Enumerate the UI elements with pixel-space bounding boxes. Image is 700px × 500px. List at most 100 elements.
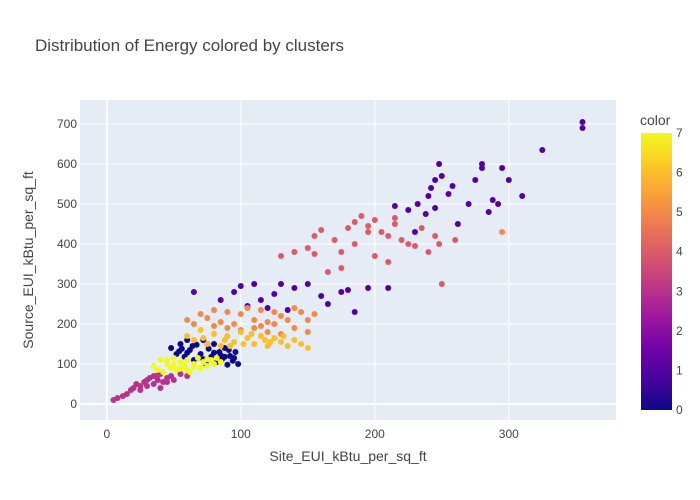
data-point bbox=[170, 377, 177, 383]
data-point bbox=[190, 289, 197, 295]
data-point bbox=[479, 161, 485, 167]
colorbar-tick-label: 4 bbox=[676, 245, 683, 259]
data-point bbox=[351, 309, 358, 315]
data-point bbox=[257, 297, 264, 303]
data-point bbox=[154, 367, 161, 373]
data-point bbox=[170, 355, 177, 361]
data-point bbox=[237, 283, 244, 289]
data-point bbox=[205, 345, 212, 352]
colorbar-tick-label: 6 bbox=[676, 166, 683, 180]
data-point bbox=[398, 237, 405, 243]
data-point bbox=[284, 343, 291, 349]
data-point bbox=[154, 377, 161, 383]
data-point bbox=[176, 348, 183, 355]
data-point bbox=[318, 227, 325, 233]
data-point bbox=[278, 281, 284, 287]
data-point bbox=[211, 307, 217, 313]
data-point bbox=[184, 333, 191, 339]
data-point bbox=[291, 305, 298, 311]
data-point bbox=[150, 381, 157, 387]
data-point bbox=[324, 269, 331, 275]
data-point bbox=[385, 285, 392, 291]
data-point bbox=[371, 217, 378, 223]
data-point bbox=[154, 372, 161, 379]
colorbar-tick-labels: 0 1 2 3 4 5 6 7 bbox=[676, 126, 683, 417]
data-point bbox=[428, 185, 435, 191]
data-point bbox=[278, 253, 284, 259]
data-point bbox=[211, 331, 217, 337]
data-point bbox=[197, 327, 204, 333]
data-point bbox=[160, 369, 167, 375]
data-point bbox=[137, 387, 144, 393]
data-point bbox=[485, 209, 492, 215]
data-point bbox=[365, 223, 372, 229]
data-point bbox=[280, 333, 287, 339]
data-point bbox=[436, 241, 443, 247]
data-point bbox=[224, 361, 231, 368]
data-point bbox=[217, 343, 224, 349]
y-tick-label: 200 bbox=[57, 317, 77, 331]
data-point bbox=[454, 221, 461, 227]
data-point bbox=[391, 203, 398, 209]
data-point bbox=[298, 309, 305, 315]
data-point bbox=[264, 319, 271, 325]
y-tick-labels: 0 100 200 300 400 500 600 700 bbox=[57, 117, 77, 411]
data-point bbox=[231, 289, 238, 295]
data-point bbox=[264, 305, 271, 311]
data-point bbox=[204, 315, 211, 321]
data-point bbox=[211, 349, 217, 356]
data-point bbox=[190, 337, 197, 343]
data-point bbox=[150, 363, 157, 369]
data-point bbox=[291, 285, 298, 291]
data-point bbox=[177, 341, 184, 347]
data-point bbox=[284, 307, 291, 313]
data-point bbox=[237, 311, 244, 317]
x-tick-label: 200 bbox=[365, 427, 385, 441]
data-point bbox=[304, 281, 311, 287]
data-point bbox=[197, 365, 204, 371]
x-axis-title: Site_EUI_kBtu_per_sq_ft bbox=[269, 448, 426, 464]
data-point bbox=[422, 211, 429, 217]
data-point bbox=[278, 313, 284, 319]
colorbar-tick-label: 3 bbox=[676, 284, 683, 298]
data-point bbox=[338, 265, 345, 271]
colorbar-tick-label: 1 bbox=[676, 363, 683, 377]
data-point bbox=[271, 309, 278, 315]
data-point bbox=[231, 355, 238, 361]
data-point bbox=[177, 371, 184, 377]
data-point bbox=[244, 305, 251, 311]
y-tick-label: 600 bbox=[57, 157, 77, 171]
data-point bbox=[217, 297, 224, 303]
data-point bbox=[438, 173, 445, 179]
y-tick-label: 300 bbox=[57, 277, 77, 291]
data-point bbox=[338, 249, 345, 255]
data-point bbox=[211, 323, 217, 329]
y-tick-label: 400 bbox=[57, 237, 77, 251]
data-point bbox=[123, 391, 130, 397]
data-point bbox=[197, 311, 204, 317]
data-point bbox=[251, 317, 258, 323]
data-point bbox=[224, 309, 231, 315]
colorbar-tick-label: 2 bbox=[676, 324, 683, 338]
y-tick-label: 700 bbox=[57, 117, 77, 131]
data-point bbox=[170, 361, 177, 368]
data-point bbox=[365, 285, 372, 291]
colorbar-tick-label: 7 bbox=[676, 126, 683, 140]
data-point bbox=[168, 345, 175, 351]
data-point bbox=[184, 357, 191, 363]
data-point bbox=[251, 281, 258, 287]
data-point bbox=[157, 357, 164, 363]
data-point bbox=[284, 317, 291, 323]
data-point bbox=[304, 345, 311, 351]
colorbar-tick-label: 0 bbox=[676, 403, 683, 417]
data-point bbox=[213, 355, 220, 361]
data-point bbox=[412, 229, 418, 235]
data-points bbox=[110, 119, 586, 403]
colorbar bbox=[641, 133, 672, 410]
data-point bbox=[211, 341, 217, 347]
data-point bbox=[311, 251, 318, 257]
data-point bbox=[190, 321, 197, 327]
data-point bbox=[414, 201, 421, 207]
data-point bbox=[251, 325, 258, 331]
data-point bbox=[204, 356, 211, 363]
